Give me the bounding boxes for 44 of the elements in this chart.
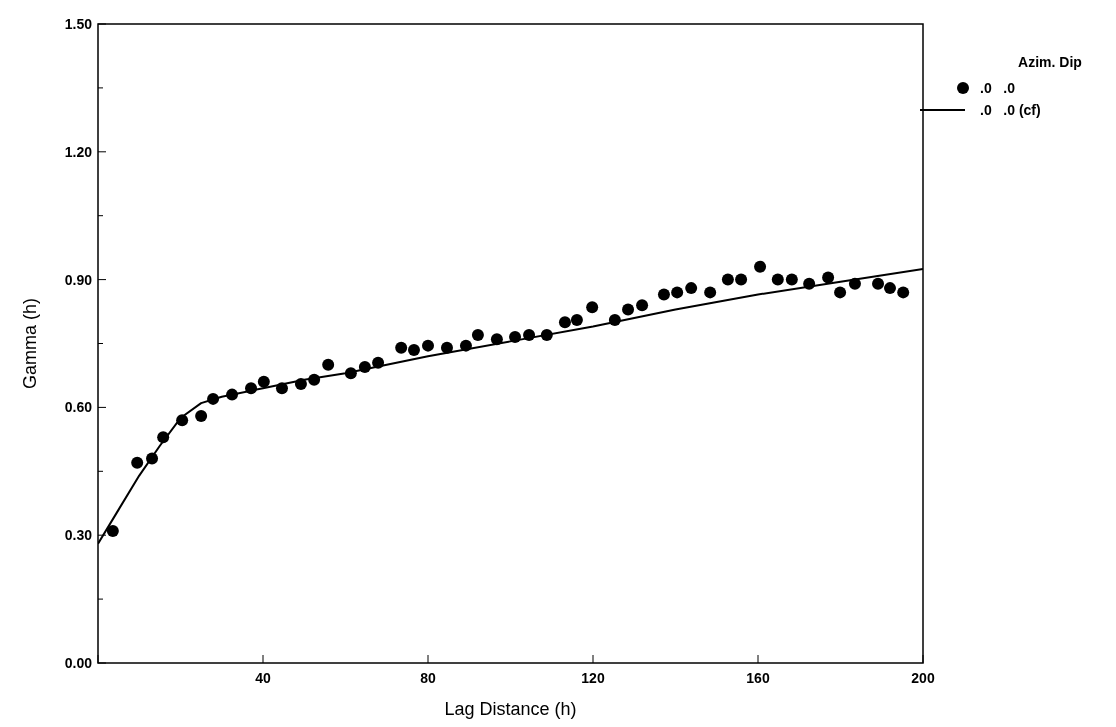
point — [872, 277, 885, 290]
legend-label: .0 .0 — [980, 80, 1016, 96]
y-tick-label: 0.30 — [64, 527, 93, 544]
y-tick-label: 0.90 — [64, 271, 93, 288]
point — [685, 282, 698, 295]
point — [471, 328, 484, 341]
legend-title: Azim. Dip — [1018, 54, 1082, 70]
x-tick-label: 80 — [420, 670, 436, 686]
y-tick-label: 1.50 — [64, 16, 93, 32]
x-tick-label: 40 — [255, 670, 271, 686]
point — [822, 271, 835, 284]
point — [195, 409, 208, 422]
point — [622, 303, 635, 316]
y-tick-label: 0.60 — [64, 399, 93, 416]
legend-label: .0 .0 (cf) — [980, 102, 1041, 118]
point — [897, 286, 910, 299]
point — [586, 301, 599, 314]
point — [785, 273, 798, 286]
point — [671, 286, 684, 299]
x-tick-label: 200 — [911, 670, 935, 686]
point — [422, 339, 434, 352]
point — [257, 375, 270, 388]
y-tick-label: 1.20 — [64, 143, 93, 160]
point — [735, 273, 748, 286]
point — [704, 286, 717, 299]
x-tick-label: 120 — [581, 670, 605, 686]
point — [407, 343, 420, 356]
point — [558, 316, 571, 329]
point — [570, 314, 583, 327]
point — [834, 286, 847, 299]
point — [106, 524, 119, 537]
point — [131, 456, 144, 469]
point — [657, 288, 670, 301]
point — [395, 341, 408, 354]
point — [322, 358, 335, 371]
point — [721, 273, 734, 286]
x-axis-title: Lag Distance (h) — [444, 699, 577, 719]
y-tick-label: 0.00 — [64, 655, 93, 671]
y-axis-title: Gamma (h) — [20, 297, 40, 390]
point — [636, 299, 649, 312]
point — [884, 282, 896, 295]
point — [754, 260, 767, 273]
point — [771, 273, 784, 286]
x-tick-label: 160 — [746, 670, 770, 686]
